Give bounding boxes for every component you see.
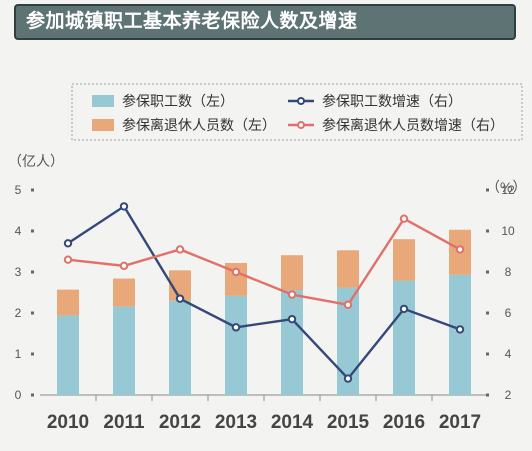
right-tick-label: 12 [501,183,515,197]
workers-growth-point [63,239,73,248]
bar-workers [113,306,135,395]
bar-workers [225,295,247,395]
workers-growth-line [67,204,461,381]
bar-workers [169,300,191,395]
bar-workers [393,280,415,395]
legend-workers-growth-swatch-dot [297,97,305,105]
lines [63,202,465,383]
workers-growth-point [119,202,129,211]
workers-growth-point [455,325,465,334]
left-tick-mark [31,352,34,356]
x-tick-label: 2016 [383,412,425,433]
x-tick-label: 2015 [327,412,370,433]
left-tick-mark [31,188,34,192]
bar-workers [57,315,79,395]
x-tick-label: 2017 [439,412,481,433]
legend-retirees-swatch [92,119,114,131]
retirees-growth-point [231,267,241,277]
left-tick-mark [31,311,34,315]
legend-workers-swatch [92,95,114,107]
retirees-growth-point [175,245,185,254]
bar-retirees [393,239,415,281]
right-axis-label: （%） [486,179,526,195]
workers-growth-point [343,374,353,383]
x-tick-label: 2014 [271,412,314,433]
left-tick-label: 4 [15,224,22,238]
left-tick-mark [31,270,34,274]
right-tick-mark [486,229,489,233]
bar-workers [281,290,303,395]
retirees-growth-point [287,290,297,299]
x-tick-label: 2013 [215,412,257,433]
workers-growth-point [175,294,185,303]
right-tick-label: 8 [505,265,512,279]
retirees-growth-point [399,214,409,223]
retirees-growth-point [63,255,73,264]
bar-workers [449,274,471,395]
bar-retirees [169,270,191,301]
bar-retirees [57,289,79,316]
bar-retirees [281,255,303,291]
workers-growth-point [287,314,297,324]
chart-title: 参加城镇职工基本养老保险人数及增速 [14,4,516,40]
bar-retirees [337,250,359,288]
left-tick-label: 3 [15,265,22,279]
right-tick-label: 10 [501,224,515,238]
right-tick-label: 6 [505,306,512,320]
right-tick-label: 2 [505,388,512,402]
left-tick-label: 5 [15,183,22,197]
left-tick-mark [31,229,34,233]
left-tick-mark [31,393,34,397]
legend-box [71,83,523,141]
bar-retirees [225,262,247,296]
left-tick-label: 2 [15,306,22,320]
bar-retirees [113,278,135,307]
legend-workers-growth-label: 参保职工数增速（右） [322,93,462,109]
left-tick-label: 0 [15,388,22,402]
legend-retirees-label: 参保离退休人员数（左） [122,117,276,133]
x-tick-label: 2011 [103,412,145,433]
right-tick-mark [486,393,489,397]
right-tick-mark [486,352,489,356]
workers-growth-point [399,304,409,314]
retirees-growth-point [455,245,465,254]
x-tick-label: 2010 [47,412,89,433]
retirees-growth-point [343,300,353,309]
right-tick-mark [486,188,489,192]
x-axis-labels: 2010 2011 2012 2013 2014 2015 2016 2017 [47,412,481,433]
bar-workers [337,287,359,395]
x-tick-label: 2012 [159,412,201,433]
retirees-growth-point [119,261,129,271]
right-tick-label: 4 [505,347,512,361]
legend-workers-label: 参保职工数（左） [122,93,234,109]
right-tick-mark [486,311,489,315]
legend: 参保职工数（左） 参保职工数增速（右） 参保离退休人员数（左） 参保离退休人员数增速（… [92,93,504,133]
right-tick-mark [486,270,489,274]
retirees-growth-line [67,217,461,307]
legend-retirees-growth-label: 参保离退休人员数增速（右） [322,117,504,133]
workers-growth-point [231,323,241,332]
bars [57,229,471,395]
left-tick-label: 1 [15,347,22,361]
left-axis-label: （亿人） [8,153,64,169]
legend-retirees-growth-swatch-dot [297,121,305,129]
